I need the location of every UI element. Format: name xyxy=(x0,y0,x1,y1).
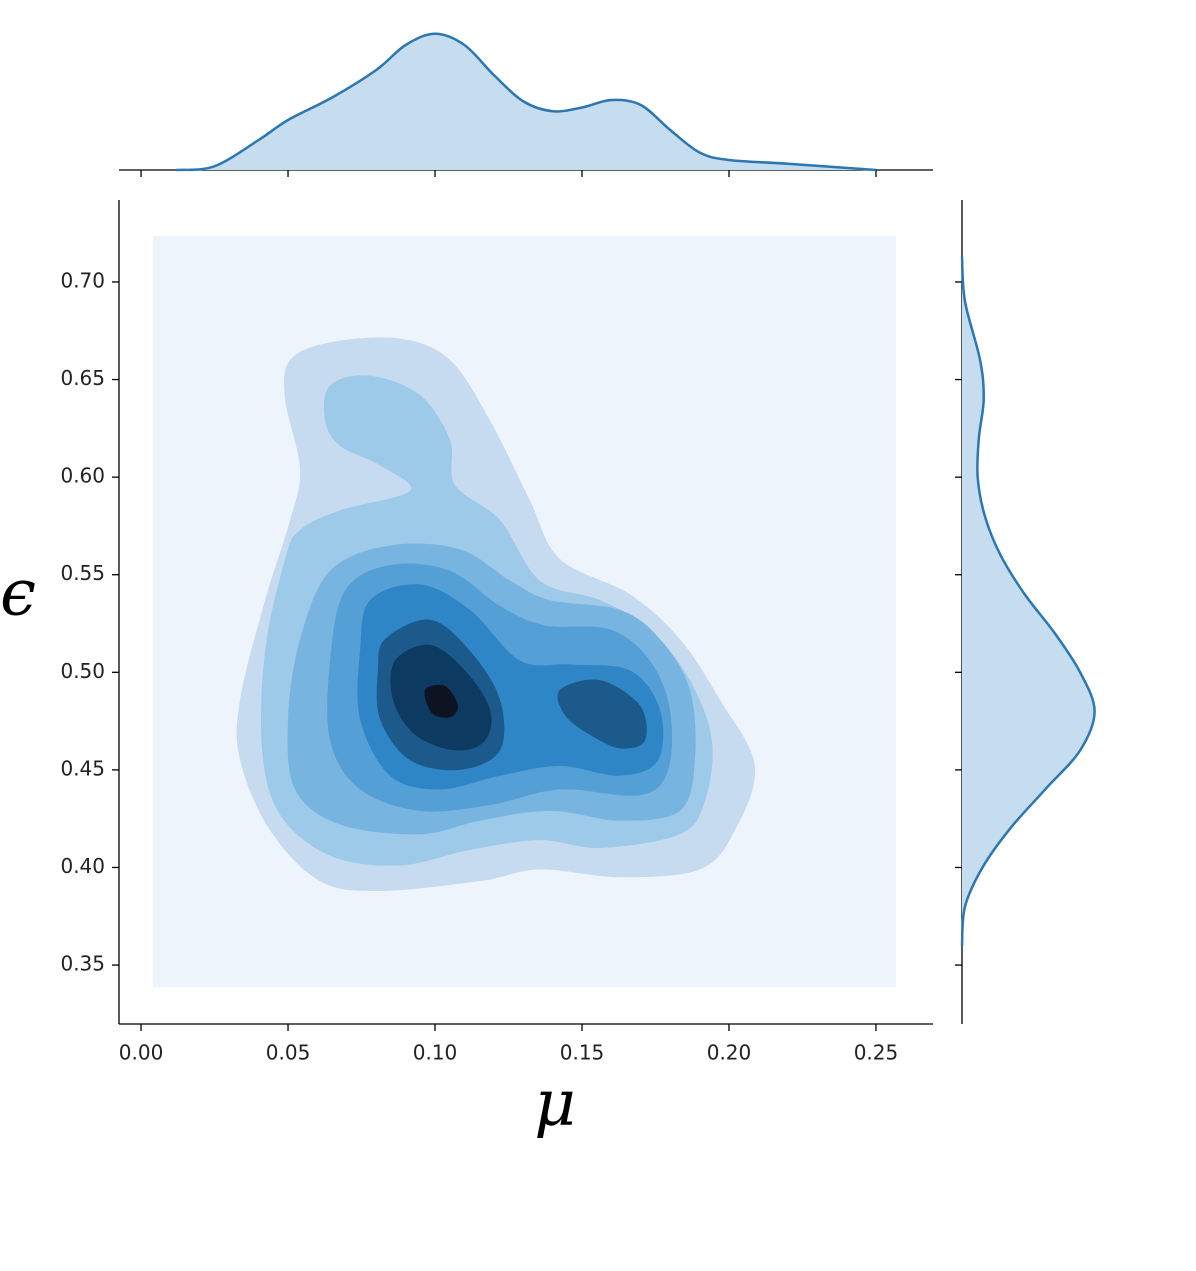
y-tick-label: 0.65 xyxy=(60,366,105,390)
y-tick-label: 0.60 xyxy=(60,464,105,488)
marginal-line xyxy=(176,32,877,172)
x-tick-label: 0.05 xyxy=(266,1041,311,1065)
y-axis-label: ϵ xyxy=(0,557,36,631)
x-tick-label: 0.20 xyxy=(707,1041,752,1065)
marginal-fill xyxy=(176,33,876,170)
y-tick-label: 0.45 xyxy=(60,756,105,780)
contour xyxy=(424,684,459,718)
y-tick-label: 0.70 xyxy=(60,268,105,292)
y-tick-label: 0.40 xyxy=(60,854,105,878)
x-tick-label: 0.25 xyxy=(854,1041,899,1065)
contour xyxy=(557,679,647,749)
y-tick-label: 0.35 xyxy=(60,952,105,976)
x-tick-label: 0.15 xyxy=(560,1041,605,1065)
x-tick-label: 0.10 xyxy=(413,1041,458,1065)
y-tick-label: 0.55 xyxy=(60,561,105,585)
marginal-line xyxy=(960,256,1096,946)
x-axis-label: μ xyxy=(534,1067,576,1141)
y-tick-label: 0.50 xyxy=(60,659,105,683)
x-tick-label: 0.00 xyxy=(119,1041,164,1065)
